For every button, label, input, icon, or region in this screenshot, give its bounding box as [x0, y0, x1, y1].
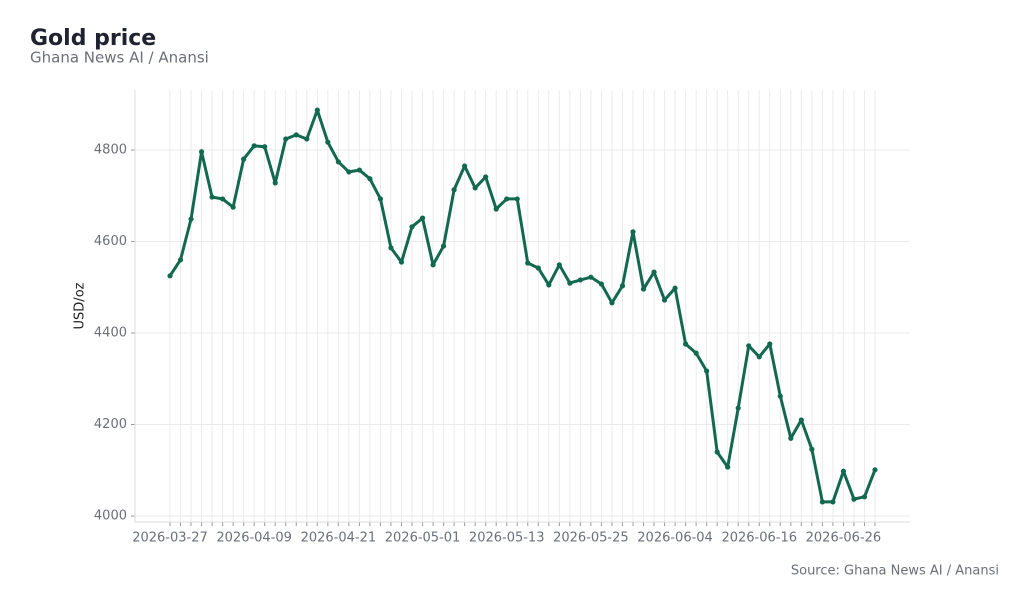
price-point [177, 257, 184, 263]
price-point [220, 196, 226, 202]
y-tick-label: 4800 [94, 142, 127, 157]
x-tick-label: 2026-06-04 [637, 531, 713, 546]
x-tick-label: 2026-04-09 [216, 531, 292, 546]
price-point [209, 194, 215, 200]
price-point [493, 206, 499, 212]
price-point [419, 215, 426, 221]
price-point [767, 341, 773, 347]
price-point [346, 169, 352, 175]
price-point [525, 260, 531, 266]
chart-title: Gold price [30, 26, 156, 51]
price-point [851, 496, 857, 502]
y-tick-label: 4600 [94, 234, 127, 249]
x-tick-label: 2026-06-26 [806, 531, 882, 546]
price-point [367, 176, 373, 182]
source: Source: Ghana News AI / Anansi [791, 564, 999, 579]
x-tick-label: 2026-05-25 [553, 531, 629, 546]
price-point [577, 277, 583, 283]
price-point [809, 446, 815, 452]
x-tick-label: 2026-03-27 [132, 531, 208, 546]
x-tick-label: 2026-05-01 [385, 531, 461, 546]
price-point [704, 368, 710, 374]
price-point [714, 449, 720, 455]
price-point [430, 262, 436, 268]
price-point [293, 132, 299, 138]
price-point [230, 204, 236, 210]
price-point [409, 224, 415, 230]
x-tick-label: 2026-06-16 [721, 531, 797, 546]
price-point [251, 143, 257, 149]
x-tick-label: 2026-04-21 [301, 531, 377, 546]
price-point [241, 156, 247, 162]
price-point [798, 417, 804, 423]
price-point [304, 136, 310, 142]
price-point [840, 468, 847, 474]
price-point [451, 187, 457, 193]
y-axis-label: USD/oz [73, 282, 88, 329]
price-point [377, 196, 384, 202]
price-point [725, 464, 731, 470]
price-point [167, 273, 173, 279]
price-point [756, 354, 762, 360]
price-point [651, 269, 657, 275]
price-point [788, 435, 794, 441]
price-point [462, 163, 468, 169]
price-point [546, 282, 552, 288]
price-point [619, 283, 626, 289]
price-point [672, 285, 678, 291]
price-point [640, 286, 647, 292]
price-point [567, 280, 573, 286]
price-point [735, 405, 741, 411]
x-tick-label: 2026-05-13 [469, 531, 545, 546]
price-point [283, 136, 289, 142]
price-point [777, 393, 783, 399]
price-point [514, 196, 520, 202]
price-point [483, 174, 489, 180]
price-point [872, 467, 878, 473]
price-point [262, 144, 268, 150]
price-point [272, 180, 278, 186]
price-point [661, 297, 668, 303]
price-point [325, 139, 331, 145]
price-point [504, 196, 510, 202]
y-tick-label: 4000 [94, 509, 127, 524]
price-point [314, 107, 320, 113]
price-point [440, 243, 447, 249]
price-point [819, 499, 825, 505]
price-point [556, 262, 562, 268]
y-tick-label: 4200 [94, 417, 127, 432]
price-point [609, 300, 615, 306]
price-point [861, 494, 868, 500]
price-line [168, 108, 877, 504]
price-point [356, 167, 363, 173]
price-point [693, 350, 699, 356]
price-point [198, 149, 205, 155]
price-point [188, 216, 194, 222]
price-point [630, 229, 636, 235]
price-point [472, 185, 478, 191]
price-point [588, 274, 594, 280]
price-point [598, 281, 605, 287]
price-point [830, 499, 836, 505]
price-point [682, 341, 689, 347]
price-point [388, 245, 394, 251]
price-point [398, 259, 405, 265]
price-point [335, 159, 341, 165]
chart-subtitle: Ghana News AI / Anansi [30, 49, 209, 67]
price-point [535, 265, 541, 271]
y-tick-label: 4400 [94, 326, 127, 341]
price-point [746, 343, 752, 349]
